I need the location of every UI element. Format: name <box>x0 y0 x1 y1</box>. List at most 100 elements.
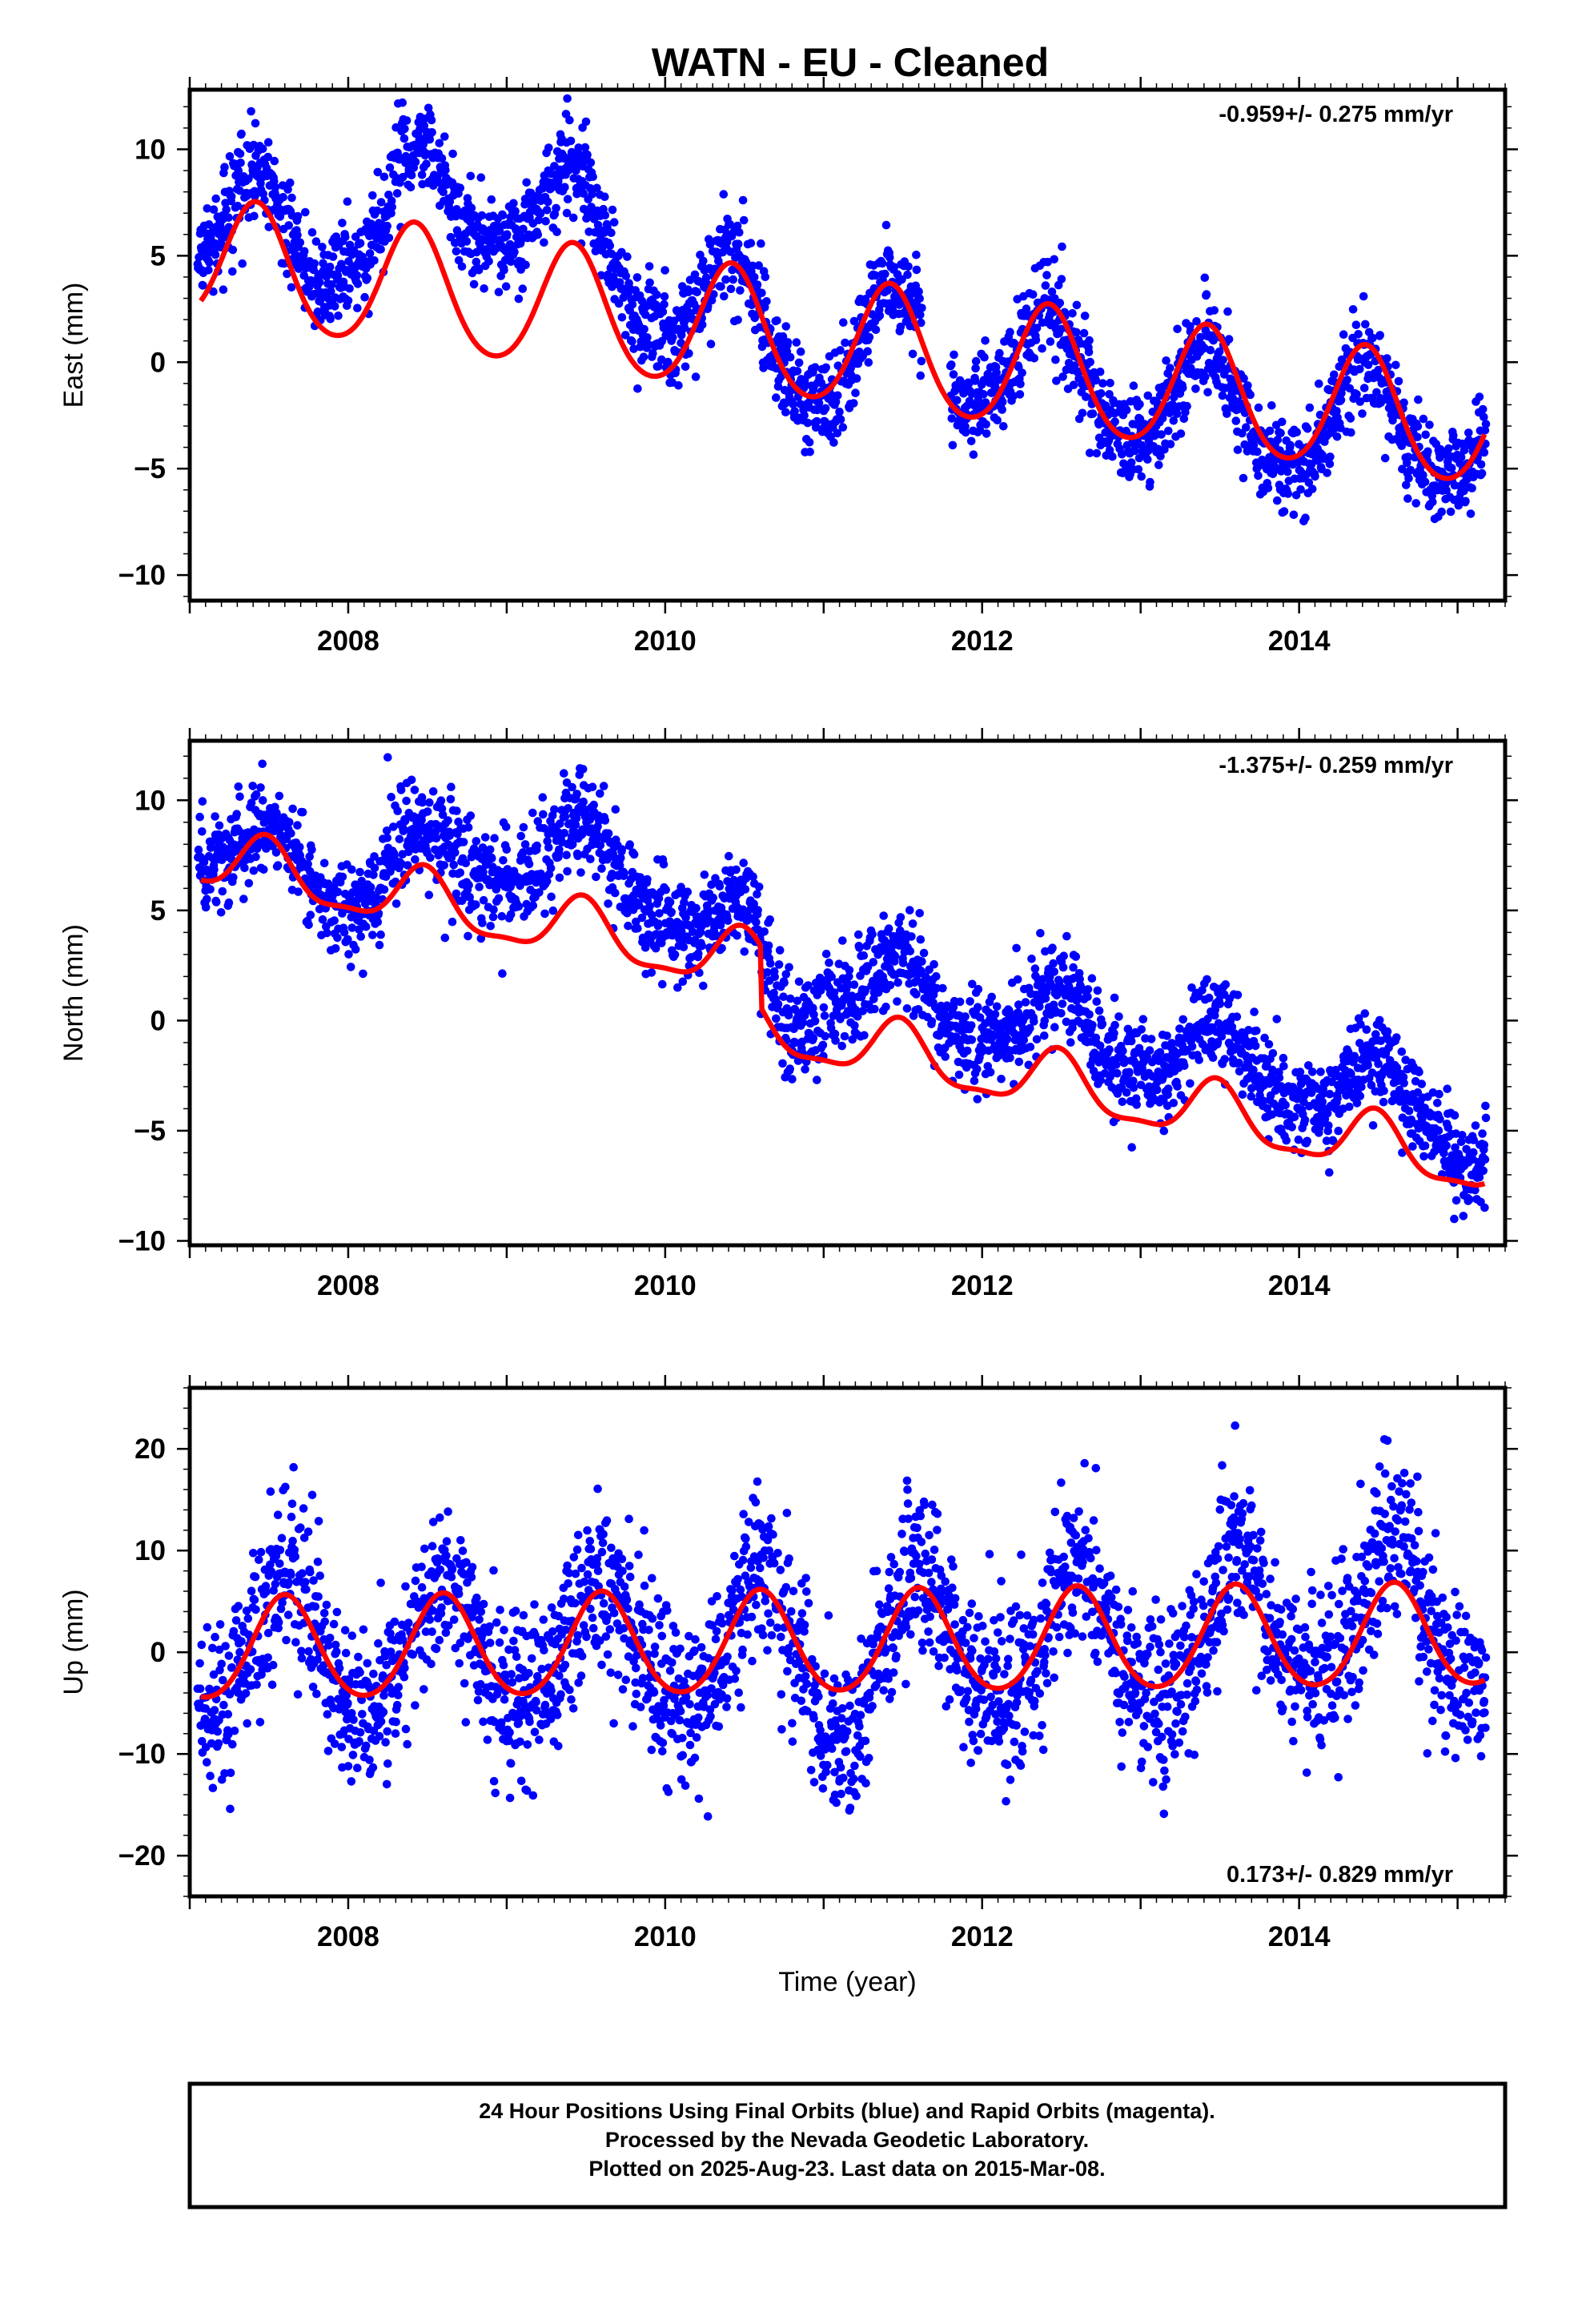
figure-title: WATN - EU - Cleaned <box>652 40 1049 85</box>
north-position-point <box>1250 1007 1259 1016</box>
north-position-point <box>809 1034 818 1043</box>
east-position-point <box>685 349 693 358</box>
north-position-point <box>251 790 261 799</box>
east-position-point <box>1444 444 1453 453</box>
east-position-point <box>462 237 472 246</box>
north-position-point <box>1013 975 1022 984</box>
north-position-point <box>391 899 401 908</box>
north-position-point <box>235 792 244 802</box>
north-position-point <box>1169 1099 1178 1108</box>
east-position-point <box>441 165 450 175</box>
east-position-point <box>1085 336 1094 345</box>
north-position-point <box>547 892 556 902</box>
east-position-point <box>536 209 545 219</box>
north-position-point <box>1118 1047 1127 1055</box>
north-position-point <box>271 816 280 825</box>
east-position-point <box>778 332 788 341</box>
north-position-point <box>1058 963 1068 972</box>
east-position-point <box>747 300 757 310</box>
north-position-point <box>201 903 211 912</box>
north-position-point <box>247 798 256 807</box>
east-position-point <box>1276 428 1285 438</box>
east-position-point <box>1292 428 1301 436</box>
east-position-point <box>422 159 431 168</box>
east-position-point <box>1355 397 1365 406</box>
north-position-point <box>370 852 379 861</box>
east-position-point <box>699 256 708 266</box>
north-position-point <box>1035 1002 1044 1011</box>
east-position-point <box>563 94 572 103</box>
east-position-point <box>1173 324 1182 334</box>
north-position-point <box>916 935 926 944</box>
east-position-point <box>717 282 725 292</box>
east-position-point <box>467 203 476 212</box>
east-position-point <box>1413 422 1423 431</box>
east-position-point <box>1218 391 1227 400</box>
north-position-point <box>1048 943 1057 952</box>
north-position-point <box>395 834 404 844</box>
north-position-point <box>1050 1023 1059 1031</box>
east-position-point <box>645 278 654 287</box>
east-position-point <box>533 230 543 239</box>
north-position-point <box>1152 1085 1162 1095</box>
east-position-point <box>1239 374 1248 383</box>
east-position-point <box>999 422 1008 431</box>
north-position-point <box>716 921 725 930</box>
east-position-point <box>500 266 508 275</box>
east-position-point <box>993 416 1002 424</box>
north-position-point <box>478 919 487 927</box>
east-position-point <box>995 348 1004 358</box>
east-position-point <box>544 197 552 207</box>
east-position-point <box>474 266 484 275</box>
east-y-tick-label: 0 <box>151 347 166 378</box>
north-position-point <box>645 902 654 911</box>
east-position-point <box>1191 384 1200 393</box>
east-position-point <box>363 274 372 283</box>
north-position-point <box>215 821 224 830</box>
east-position-point <box>1278 417 1287 427</box>
east-position-point <box>1355 364 1364 374</box>
north-position-point <box>1137 1025 1146 1034</box>
north-position-point <box>667 907 676 917</box>
east-position-point <box>1072 300 1082 310</box>
north-position-point <box>908 919 917 928</box>
north-position-point <box>670 950 680 959</box>
north-position-point <box>830 1029 840 1039</box>
east-position-point <box>233 201 243 211</box>
east-position-point <box>584 227 593 236</box>
north-position-point <box>206 885 215 894</box>
east-position-point <box>1404 474 1413 483</box>
east-position-point <box>588 190 596 199</box>
east-position-point <box>457 262 467 271</box>
east-position-point <box>1032 324 1042 332</box>
north-position-point <box>333 933 342 943</box>
east-position-point <box>1380 453 1390 463</box>
east-position-point <box>534 215 544 225</box>
north-position-point <box>410 786 420 794</box>
east-position-point <box>1203 388 1212 397</box>
north-position-point <box>472 837 481 846</box>
north-position-point <box>563 866 572 876</box>
north-position-point <box>723 916 733 925</box>
east-position-point <box>1016 380 1025 388</box>
east-position-point <box>1057 275 1066 283</box>
east-position-point <box>1088 409 1098 418</box>
east-position-point <box>1348 305 1358 314</box>
north-position-point <box>426 853 435 862</box>
east-position-point <box>863 347 872 356</box>
east-position-point <box>1475 392 1484 401</box>
east-position-point <box>203 203 212 213</box>
north-position-point <box>287 829 295 838</box>
north-position-point <box>778 1059 787 1068</box>
east-position-point <box>1419 470 1427 480</box>
east-position-point <box>518 284 528 293</box>
east-position-point <box>1304 478 1314 487</box>
east-position-point <box>690 270 700 279</box>
east-position-point <box>263 152 273 162</box>
north-position-point <box>775 946 785 955</box>
east-position-point <box>495 227 504 235</box>
north-position-point <box>516 831 525 841</box>
east-position-point <box>1143 391 1153 400</box>
east-position-point <box>259 189 268 199</box>
north-position-point <box>733 931 741 940</box>
